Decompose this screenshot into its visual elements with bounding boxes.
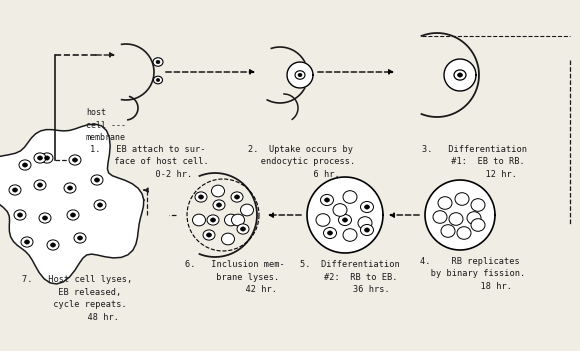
Polygon shape bbox=[307, 177, 383, 253]
Ellipse shape bbox=[212, 185, 224, 197]
Text: 6.   Inclusion mem-
     brane lyses.
          42 hr.: 6. Inclusion mem- brane lyses. 42 hr. bbox=[185, 260, 285, 294]
Ellipse shape bbox=[455, 193, 469, 205]
Ellipse shape bbox=[237, 224, 249, 234]
Ellipse shape bbox=[13, 188, 17, 192]
Ellipse shape bbox=[231, 214, 245, 226]
Ellipse shape bbox=[74, 233, 86, 243]
Ellipse shape bbox=[333, 204, 347, 216]
Ellipse shape bbox=[449, 213, 463, 225]
Polygon shape bbox=[444, 59, 476, 91]
Ellipse shape bbox=[14, 210, 26, 220]
Ellipse shape bbox=[34, 153, 46, 163]
Ellipse shape bbox=[72, 158, 78, 162]
Ellipse shape bbox=[234, 195, 240, 199]
Text: 5.  Differentiation
    #2:  RB to EB.
        36 hrs.: 5. Differentiation #2: RB to EB. 36 hrs. bbox=[300, 260, 400, 294]
Ellipse shape bbox=[91, 175, 103, 185]
Ellipse shape bbox=[358, 217, 372, 229]
Ellipse shape bbox=[97, 203, 103, 207]
Ellipse shape bbox=[195, 192, 207, 202]
Ellipse shape bbox=[67, 210, 79, 220]
Ellipse shape bbox=[50, 243, 56, 247]
Ellipse shape bbox=[343, 191, 357, 203]
Ellipse shape bbox=[156, 60, 160, 64]
Text: 2.  Uptake occurs by
   endocytic process.
          6 hr.: 2. Uptake occurs by endocytic process. 6… bbox=[245, 145, 355, 179]
Ellipse shape bbox=[71, 213, 75, 217]
Ellipse shape bbox=[343, 229, 357, 241]
Ellipse shape bbox=[47, 240, 59, 250]
Polygon shape bbox=[425, 180, 495, 250]
Ellipse shape bbox=[216, 203, 222, 207]
Ellipse shape bbox=[17, 213, 23, 217]
Ellipse shape bbox=[69, 155, 81, 165]
Ellipse shape bbox=[471, 199, 485, 211]
Ellipse shape bbox=[39, 213, 51, 223]
Ellipse shape bbox=[364, 205, 369, 209]
Text: 3.   Differentiation
     #1:  EB to RB.
          12 hr.: 3. Differentiation #1: EB to RB. 12 hr. bbox=[422, 145, 527, 179]
Ellipse shape bbox=[467, 212, 481, 224]
Text: host
cell ---
membrane: host cell --- membrane bbox=[86, 108, 126, 142]
Ellipse shape bbox=[67, 186, 72, 190]
Ellipse shape bbox=[361, 201, 374, 212]
Ellipse shape bbox=[343, 218, 347, 222]
Ellipse shape bbox=[231, 192, 243, 202]
Ellipse shape bbox=[95, 178, 100, 182]
Ellipse shape bbox=[241, 227, 245, 231]
Ellipse shape bbox=[433, 211, 447, 223]
Ellipse shape bbox=[154, 76, 162, 84]
Ellipse shape bbox=[198, 195, 204, 199]
Ellipse shape bbox=[203, 230, 215, 240]
Ellipse shape bbox=[471, 219, 485, 231]
Ellipse shape bbox=[21, 237, 33, 247]
Ellipse shape bbox=[324, 198, 329, 202]
Ellipse shape bbox=[9, 185, 21, 195]
Ellipse shape bbox=[316, 214, 330, 226]
Ellipse shape bbox=[241, 204, 253, 216]
Ellipse shape bbox=[193, 214, 205, 226]
Ellipse shape bbox=[295, 71, 305, 79]
Ellipse shape bbox=[19, 160, 31, 170]
Ellipse shape bbox=[458, 73, 462, 77]
Ellipse shape bbox=[207, 215, 219, 225]
Ellipse shape bbox=[38, 156, 42, 160]
Ellipse shape bbox=[42, 216, 48, 220]
Text: 4.    RB replicates
   by binary fission.
          18 hr.: 4. RB replicates by binary fission. 18 h… bbox=[415, 257, 525, 291]
Ellipse shape bbox=[24, 240, 30, 244]
Ellipse shape bbox=[222, 233, 234, 245]
Ellipse shape bbox=[454, 70, 466, 80]
Ellipse shape bbox=[224, 214, 237, 226]
Ellipse shape bbox=[213, 200, 225, 210]
Ellipse shape bbox=[328, 231, 332, 235]
Ellipse shape bbox=[206, 233, 212, 237]
Ellipse shape bbox=[457, 227, 471, 239]
Ellipse shape bbox=[298, 73, 302, 77]
Ellipse shape bbox=[364, 228, 369, 232]
Ellipse shape bbox=[78, 236, 82, 240]
Ellipse shape bbox=[38, 183, 42, 187]
Polygon shape bbox=[0, 124, 144, 284]
Ellipse shape bbox=[156, 79, 160, 81]
Ellipse shape bbox=[23, 163, 27, 167]
Ellipse shape bbox=[211, 218, 216, 222]
Text: 7.   Host cell lyses,
     EB released,
     cycle repeats.
          48 hr.: 7. Host cell lyses, EB released, cycle r… bbox=[22, 275, 132, 322]
Ellipse shape bbox=[64, 183, 76, 193]
Ellipse shape bbox=[34, 180, 46, 190]
Text: 1.   EB attach to sur-
     face of host cell.
          0-2 hr.: 1. EB attach to sur- face of host cell. … bbox=[88, 145, 208, 179]
Polygon shape bbox=[287, 62, 313, 88]
Ellipse shape bbox=[153, 58, 163, 66]
Ellipse shape bbox=[339, 214, 351, 226]
Ellipse shape bbox=[361, 225, 374, 236]
Ellipse shape bbox=[94, 200, 106, 210]
Ellipse shape bbox=[324, 227, 336, 239]
Ellipse shape bbox=[441, 225, 455, 237]
Ellipse shape bbox=[321, 194, 333, 206]
Ellipse shape bbox=[41, 153, 53, 163]
Ellipse shape bbox=[45, 156, 49, 160]
Ellipse shape bbox=[438, 197, 452, 209]
